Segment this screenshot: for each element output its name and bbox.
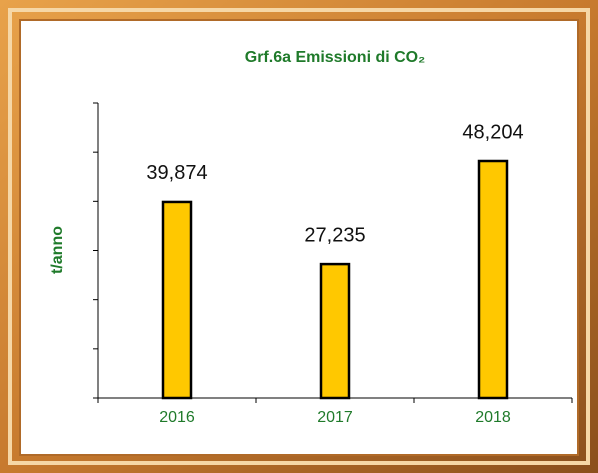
x-tick-label: 2017 <box>317 409 353 426</box>
x-tick-label: 2016 <box>159 409 195 426</box>
bar <box>161 200 193 400</box>
y-axis-label: t/anno <box>49 226 66 274</box>
data-label: 27,235 <box>304 224 365 246</box>
bar <box>477 159 509 400</box>
bar <box>319 262 351 400</box>
x-tick-label: 2018 <box>475 409 511 426</box>
data-label: 48,204 <box>462 121 523 143</box>
data-label: 39,874 <box>146 162 207 184</box>
frame-inner <box>8 8 590 465</box>
chart-title: Grf.6a Emissioni di CO₂ <box>245 49 425 66</box>
